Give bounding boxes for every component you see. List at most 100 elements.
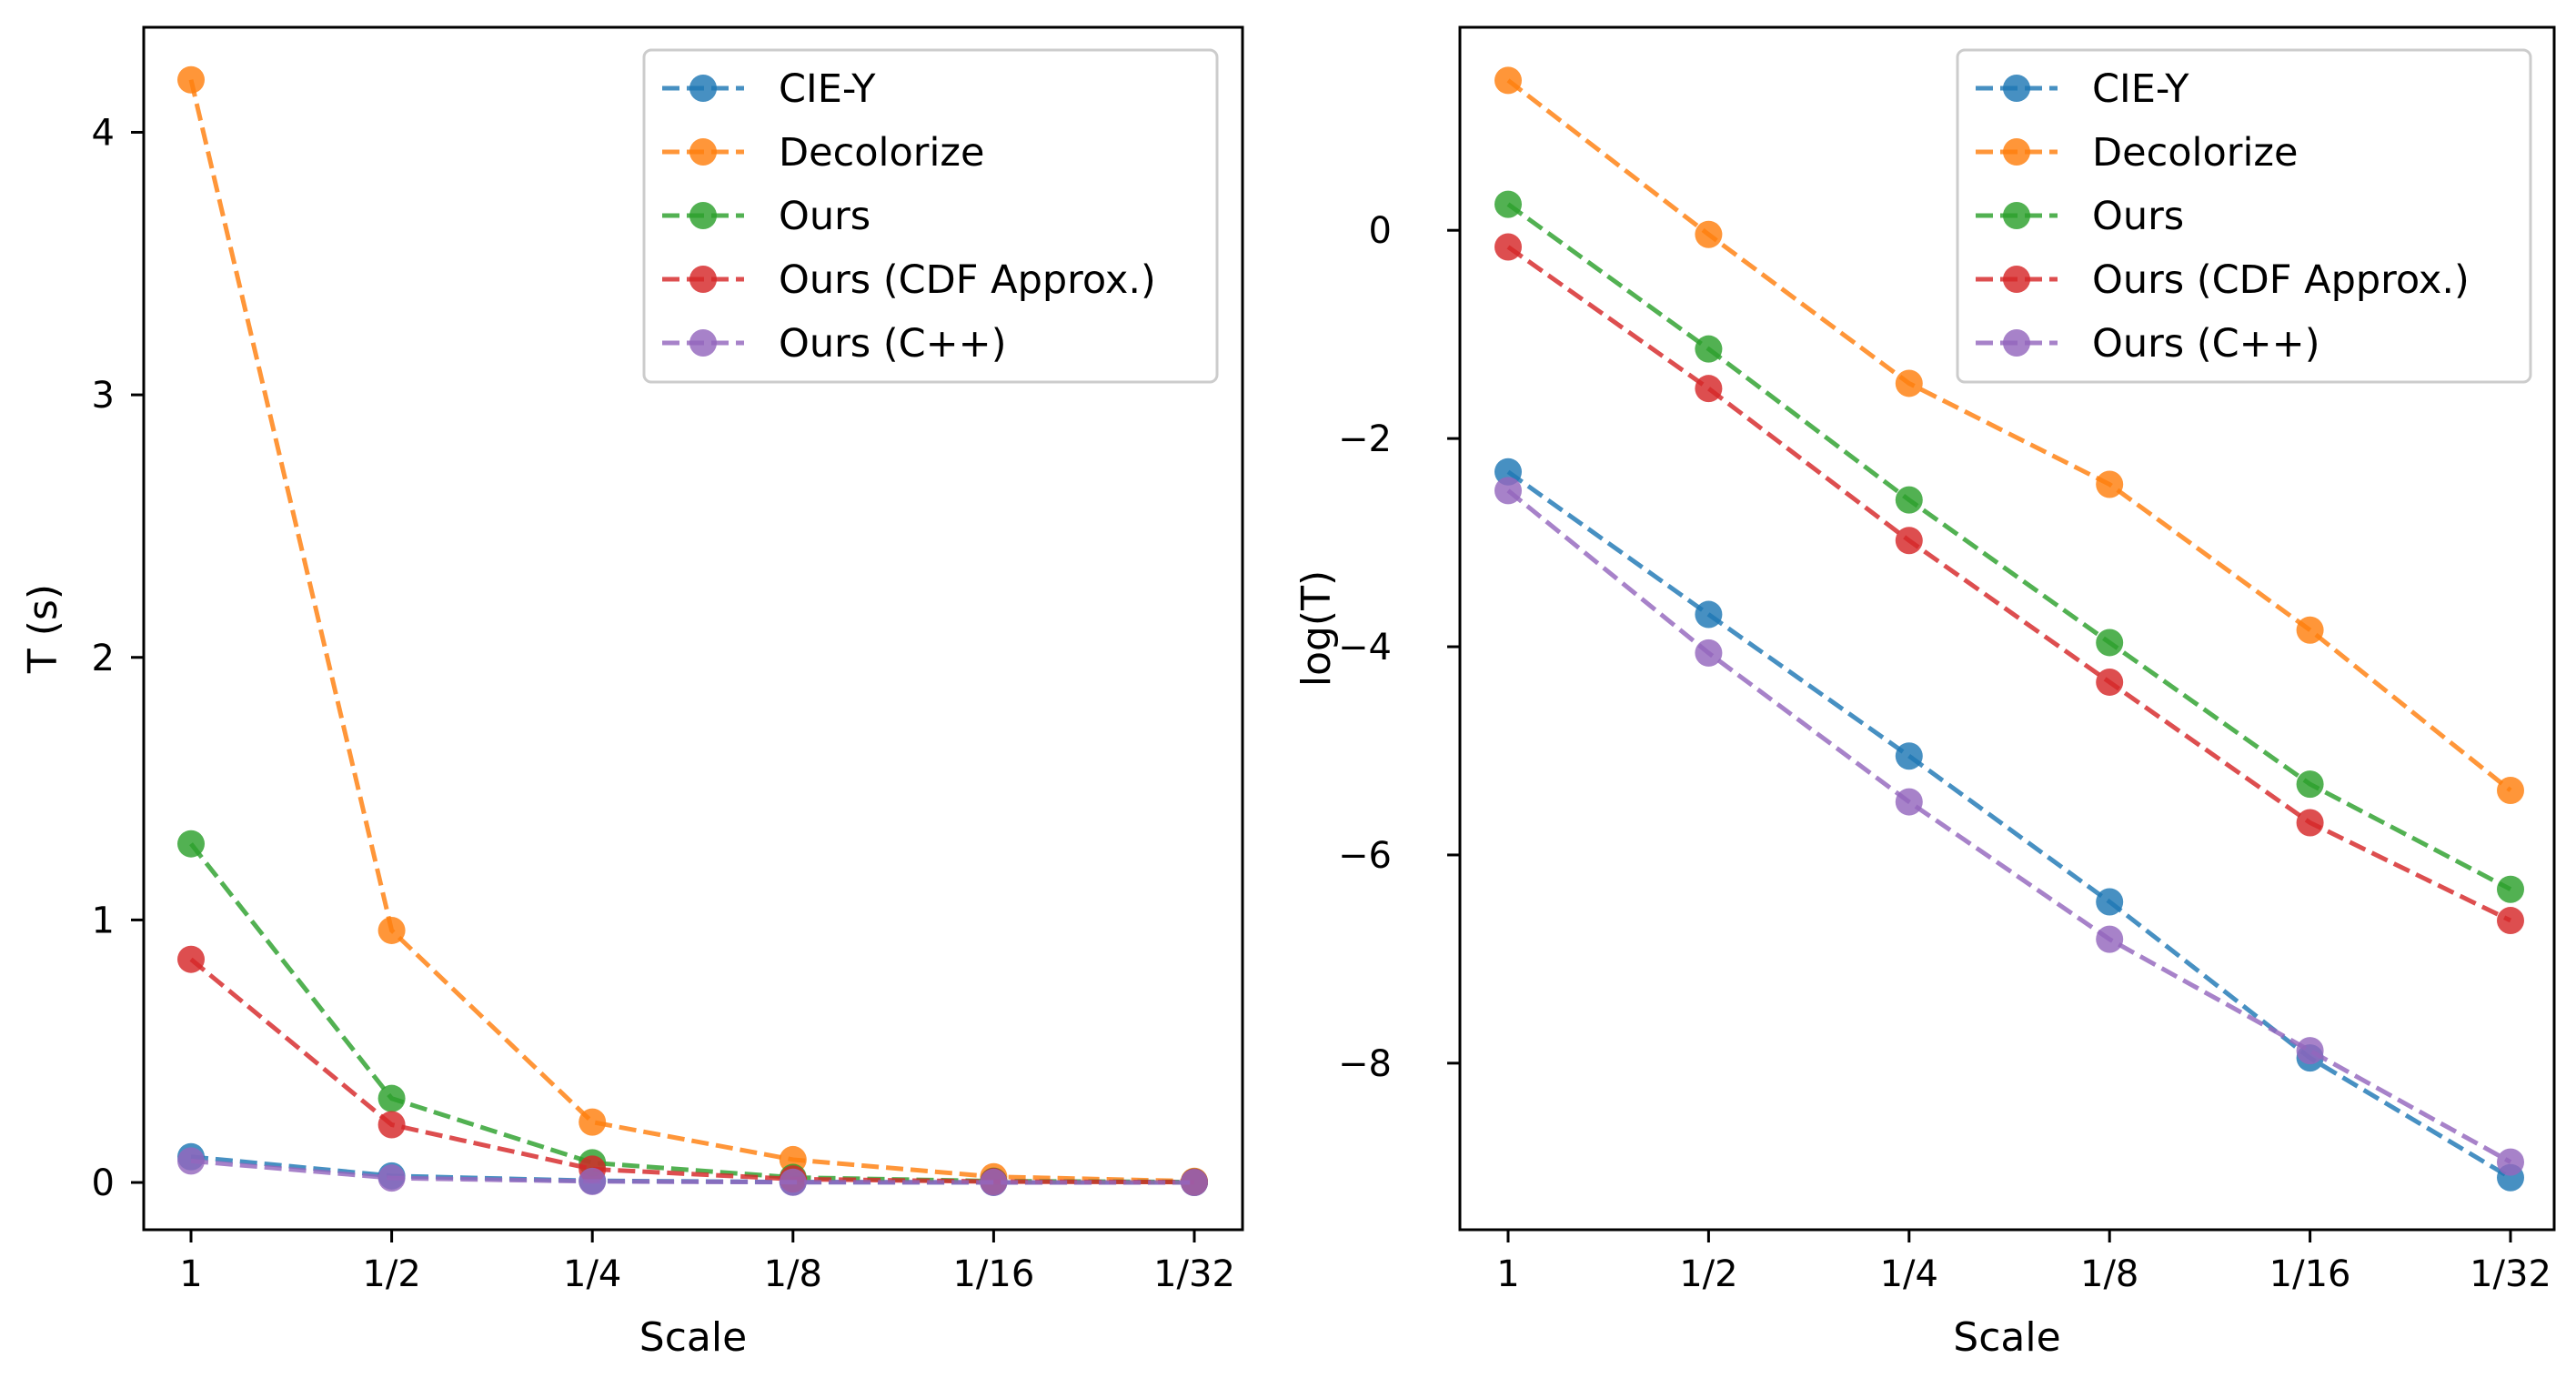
x-tick-label: 1/4 [563, 1253, 621, 1295]
series-ours-c [177, 1147, 1208, 1197]
x-axis-label: Scale [639, 1314, 747, 1361]
data-point [177, 65, 205, 94]
data-point [1695, 335, 1723, 363]
data-point [2096, 668, 2124, 696]
data-point [1895, 527, 1923, 555]
data-point [177, 830, 205, 858]
data-point [1895, 788, 1923, 816]
series-line [1506, 78, 2512, 792]
legend-label: Ours [2092, 194, 2184, 239]
data-point [1695, 375, 1723, 403]
legend-marker [2003, 329, 2030, 357]
legend-label: Ours (CDF Approx.) [2092, 257, 2470, 303]
y-tick-label: −6 [1338, 835, 1392, 877]
legend-label: CIE-Y [2092, 66, 2189, 112]
data-point [1695, 600, 1723, 629]
x-tick-label: 1/16 [952, 1253, 1034, 1295]
data-point [377, 1084, 406, 1112]
data-point [980, 1168, 1008, 1196]
x-tick-label: 1/2 [1679, 1253, 1737, 1295]
legend-label: Decolorize [2092, 130, 2298, 176]
data-point [2296, 770, 2324, 799]
y-tick-label: −2 [1338, 418, 1392, 460]
legend-marker [689, 75, 717, 102]
data-point [2096, 888, 2124, 916]
x-tick-label: 1/16 [2269, 1253, 2351, 1295]
y-tick-label: 3 [92, 375, 115, 417]
data-point [2096, 470, 2124, 498]
x-tick-label: 1 [179, 1253, 202, 1295]
x-tick-label: 1/2 [362, 1253, 420, 1295]
legend-marker [689, 138, 717, 166]
series-ours [1494, 190, 2524, 903]
series-line [188, 79, 1195, 1184]
legend-marker [2003, 266, 2030, 293]
data-point [1181, 1169, 1208, 1197]
series-ours-cdf-approx [177, 945, 1208, 1196]
data-point [2296, 809, 2324, 837]
data-point [2497, 776, 2524, 804]
x-axis-label: Scale [1953, 1314, 2060, 1361]
data-point [177, 1147, 205, 1175]
data-point [1695, 220, 1723, 248]
data-point [1695, 639, 1723, 667]
legend-marker [689, 329, 717, 357]
legend-label: CIE-Y [779, 66, 876, 112]
series-ours-cdf-approx [1494, 233, 2524, 935]
chart-1: 0 1 2 3 4 1 1/2 1/4 1/8 1/16 1/32 Scale T (s) CIE-Y De… [20, 25, 1244, 1361]
legend: CIE-Y Decolorize Ours Ours (CDF Approx.) Our… [642, 48, 1219, 384]
y-axis-label: T (s) [20, 584, 66, 674]
data-point [579, 1108, 607, 1136]
y-tick-label: −8 [1338, 1043, 1392, 1085]
data-point [1494, 477, 1522, 505]
series-line [1506, 202, 2512, 891]
data-point [579, 1167, 607, 1195]
series-line [190, 1158, 1195, 1185]
data-point [1494, 66, 1522, 95]
legend-box [642, 48, 1219, 384]
data-point [2296, 1037, 2324, 1065]
legend-label: Decolorize [779, 130, 984, 176]
data-point [2497, 1148, 2524, 1176]
y-tick-label: 1 [92, 900, 115, 941]
legend-marker [2003, 202, 2030, 229]
data-point [377, 916, 406, 944]
series-ours-c [1494, 477, 2524, 1176]
y-tick-label: −4 [1338, 627, 1392, 669]
series-line [189, 957, 1195, 1185]
legend-label: Ours [779, 194, 870, 239]
data-point [1895, 742, 1923, 770]
data-point [1895, 369, 1923, 397]
y-axis-label: log(T) [1293, 570, 1340, 687]
x-tick-label: 1 [1496, 1253, 1519, 1295]
chart-2: 0 −2 −4 −6 −8 1 1/2 1/4 1/8 1/16 1/32 Scale log(T) CI… [1293, 25, 2556, 1361]
y-tick-label: 2 [92, 638, 115, 679]
legend: CIE-Y Decolorize Ours Ours (CDF Approx.) Our… [1956, 48, 2532, 384]
data-point [1494, 190, 1522, 218]
legend-marker [2003, 138, 2030, 166]
legend-label: Ours (C++) [2092, 321, 2319, 367]
legend-marker [689, 202, 717, 229]
legend-marker [689, 266, 717, 293]
data-point [1895, 486, 1923, 514]
y-tick-label: 4 [92, 112, 115, 154]
x-tick-label: 1/8 [764, 1253, 822, 1295]
data-point [1494, 233, 1522, 261]
data-point [2096, 925, 2124, 953]
data-point [377, 1164, 406, 1192]
series-line [1506, 245, 2512, 923]
data-point [2096, 629, 2124, 657]
x-tick-label: 1/4 [1880, 1253, 1938, 1295]
legend-marker [2003, 75, 2030, 102]
data-point [1494, 458, 1522, 486]
legend-box [1956, 48, 2532, 384]
data-point [177, 945, 205, 973]
data-point [779, 1168, 807, 1196]
series-line [189, 842, 1195, 1185]
legend-label: Ours (CDF Approx.) [779, 257, 1156, 303]
data-point [2497, 907, 2524, 935]
legend-label: Ours (C++) [779, 321, 1006, 367]
series-decolorize [1494, 66, 2524, 804]
